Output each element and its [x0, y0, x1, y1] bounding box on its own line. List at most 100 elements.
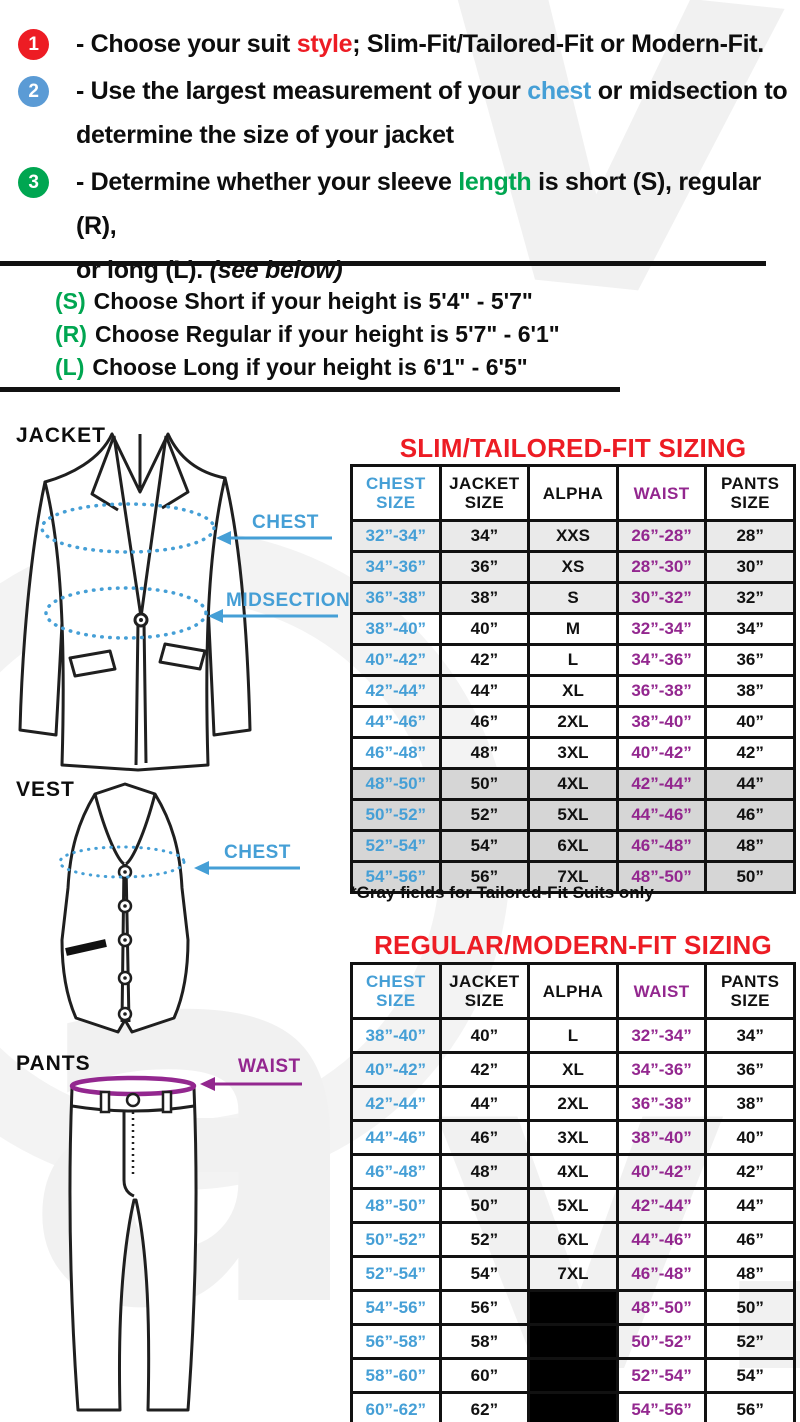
vest-chest-arrow	[194, 861, 300, 875]
size-cell: 40”	[704, 705, 796, 739]
size-cell: 48”-50”	[350, 1187, 442, 1224]
chest-measure-ellipse	[40, 502, 216, 554]
size-cell: 44”-46”	[350, 705, 442, 739]
size-row: 42”-44” 44” XL 36”-38” 38”	[350, 674, 796, 708]
size-cell: 30”	[704, 550, 796, 584]
size-cell: 46”	[704, 1221, 796, 1258]
size-cell: 28”-30”	[615, 550, 708, 584]
size-cell	[527, 1357, 619, 1394]
pants-waist-callout: WAIST	[238, 1056, 301, 1077]
size-cell: 54”	[438, 829, 531, 863]
size-row: 34”-36” 36” XS 28”-30” 30”	[350, 550, 796, 584]
jacket-line-art	[18, 432, 338, 772]
size-cell: 50”	[438, 767, 531, 801]
size-cell: 40”	[704, 1119, 796, 1156]
size-cell: 42”	[438, 643, 531, 677]
size-cell: 6XL	[527, 1221, 619, 1258]
size-cell: 38”-40”	[350, 612, 442, 646]
column-header: CHEST SIZE	[350, 962, 442, 1020]
size-cell: 48”	[704, 1255, 796, 1292]
size-cell: 48”-50”	[615, 1289, 708, 1326]
instruction-item: 1 - Choose your suit style; Slim-Fit/Tail…	[10, 22, 794, 66]
instruction-text: - Choose your suit	[76, 30, 297, 58]
size-cell: 32”	[704, 581, 796, 615]
column-header: JACKET SIZE	[438, 464, 531, 522]
size-row: 60”-62” 62” 54”-56” 56”	[350, 1391, 796, 1422]
size-row: 54”-56” 56” 48”-50” 50”	[350, 1289, 796, 1326]
size-cell: 50”	[704, 1289, 796, 1326]
size-cell: 5XL	[527, 1187, 619, 1224]
height-guide-line: (R) Choose Regular if your height is 5'7"…	[55, 318, 560, 351]
size-cell: 46”	[438, 1119, 531, 1156]
size-row: 54”-56” 56” 7XL 48”-50” 50”	[350, 860, 796, 894]
size-cell: 50”-52”	[350, 798, 442, 832]
size-cell	[527, 1323, 619, 1360]
midsection-measure-ellipse	[44, 586, 208, 640]
size-row: 38”-40” 40” L 32”-34” 34”	[350, 1017, 796, 1054]
size-cell: 5XL	[527, 798, 619, 832]
midsection-arrow	[208, 609, 338, 623]
height-guide-line: (L) Choose Long if your height is 6'1" - …	[55, 351, 560, 384]
size-cell: 2XL	[527, 1085, 619, 1122]
vest-line-art	[58, 782, 300, 1034]
instruction-text: length	[458, 168, 532, 196]
size-cell: 42”	[438, 1051, 531, 1088]
instruction-item: 3- Determine whether your sleeve length …	[10, 160, 794, 292]
length-code: (R)	[55, 321, 87, 347]
slim-table-title: SLIM/TAILORED-FIT SIZING	[399, 433, 747, 463]
size-cell: 40”	[438, 612, 531, 646]
column-header: ALPHA	[527, 962, 619, 1020]
size-cell: 52”	[438, 798, 531, 832]
size-cell: 42”-44”	[350, 1085, 442, 1122]
size-cell: 4XL	[527, 767, 619, 801]
size-cell: 58”	[438, 1323, 531, 1360]
size-cell: 54”	[704, 1357, 796, 1394]
waist-arrow	[200, 1077, 302, 1091]
length-code: (L)	[55, 354, 85, 380]
size-cell: 56”	[438, 1289, 531, 1326]
gray-fields-note: *Gray fields for Tailored-Fit Suits only	[350, 883, 654, 902]
size-row: 46”-48” 48” 4XL 40”-42” 42”	[350, 1153, 796, 1190]
size-cell: 40”-42”	[615, 1153, 708, 1190]
size-cell: 48”-50”	[615, 860, 708, 894]
size-cell: 42”-44”	[615, 767, 708, 801]
size-cell: 50”	[704, 860, 796, 894]
regular-modern-sizing-table: CHEST SIZE JACKET SIZE ALPHA WAIST PANTS SIZ…	[350, 962, 796, 1422]
size-cell: 7XL	[527, 1255, 619, 1292]
size-cell: 44”	[704, 1187, 796, 1224]
size-cell: 46”-48”	[350, 1153, 442, 1190]
size-cell: 46”-48”	[615, 1255, 708, 1292]
size-row: 32”-34” 34” XXS 26”-28” 28”	[350, 519, 796, 553]
size-cell: 60”	[438, 1357, 531, 1394]
size-cell: 42”	[704, 1153, 796, 1190]
size-row: 38”-40” 40” M 32”-34” 34”	[350, 612, 796, 646]
step-number-badge: 3	[18, 167, 49, 198]
size-cell: 54”-56”	[350, 860, 442, 894]
size-cell: 48”-50”	[350, 767, 442, 801]
size-cell: 34”	[704, 1017, 796, 1054]
size-cell: 42”	[704, 736, 796, 770]
size-cell: 50”	[438, 1187, 531, 1224]
size-cell: XS	[527, 550, 619, 584]
size-cell: XL	[527, 1051, 619, 1088]
size-cell: 40”-42”	[350, 1051, 442, 1088]
size-row: 58”-60” 60” 52”-54” 54”	[350, 1357, 796, 1394]
size-cell: 50”-52”	[350, 1221, 442, 1258]
size-cell: 60”-62”	[350, 1391, 442, 1422]
size-cell: 54”	[438, 1255, 531, 1292]
size-cell: 46”	[438, 705, 531, 739]
size-cell: 44”-46”	[615, 798, 708, 832]
size-cell: 3XL	[527, 736, 619, 770]
instruction-item: 2 - Use the largest measurement of your c…	[10, 69, 794, 157]
height-guide-text: Choose Long if your height is 6'1" - 6'5…	[92, 354, 528, 380]
size-row: 48”-50” 50” 4XL 42”-44” 44”	[350, 767, 796, 801]
size-cell: 26”-28”	[615, 519, 708, 553]
size-cell: 44”-46”	[350, 1119, 442, 1156]
size-cell: 54”-56”	[615, 1391, 708, 1422]
size-cell: 36”-38”	[615, 1085, 708, 1122]
size-cell: XL	[527, 674, 619, 708]
size-cell: 52”-54”	[350, 829, 442, 863]
size-cell: 36”	[704, 643, 796, 677]
step-number-badge: 2	[18, 76, 49, 107]
instruction-text: or midsection to	[591, 77, 788, 105]
